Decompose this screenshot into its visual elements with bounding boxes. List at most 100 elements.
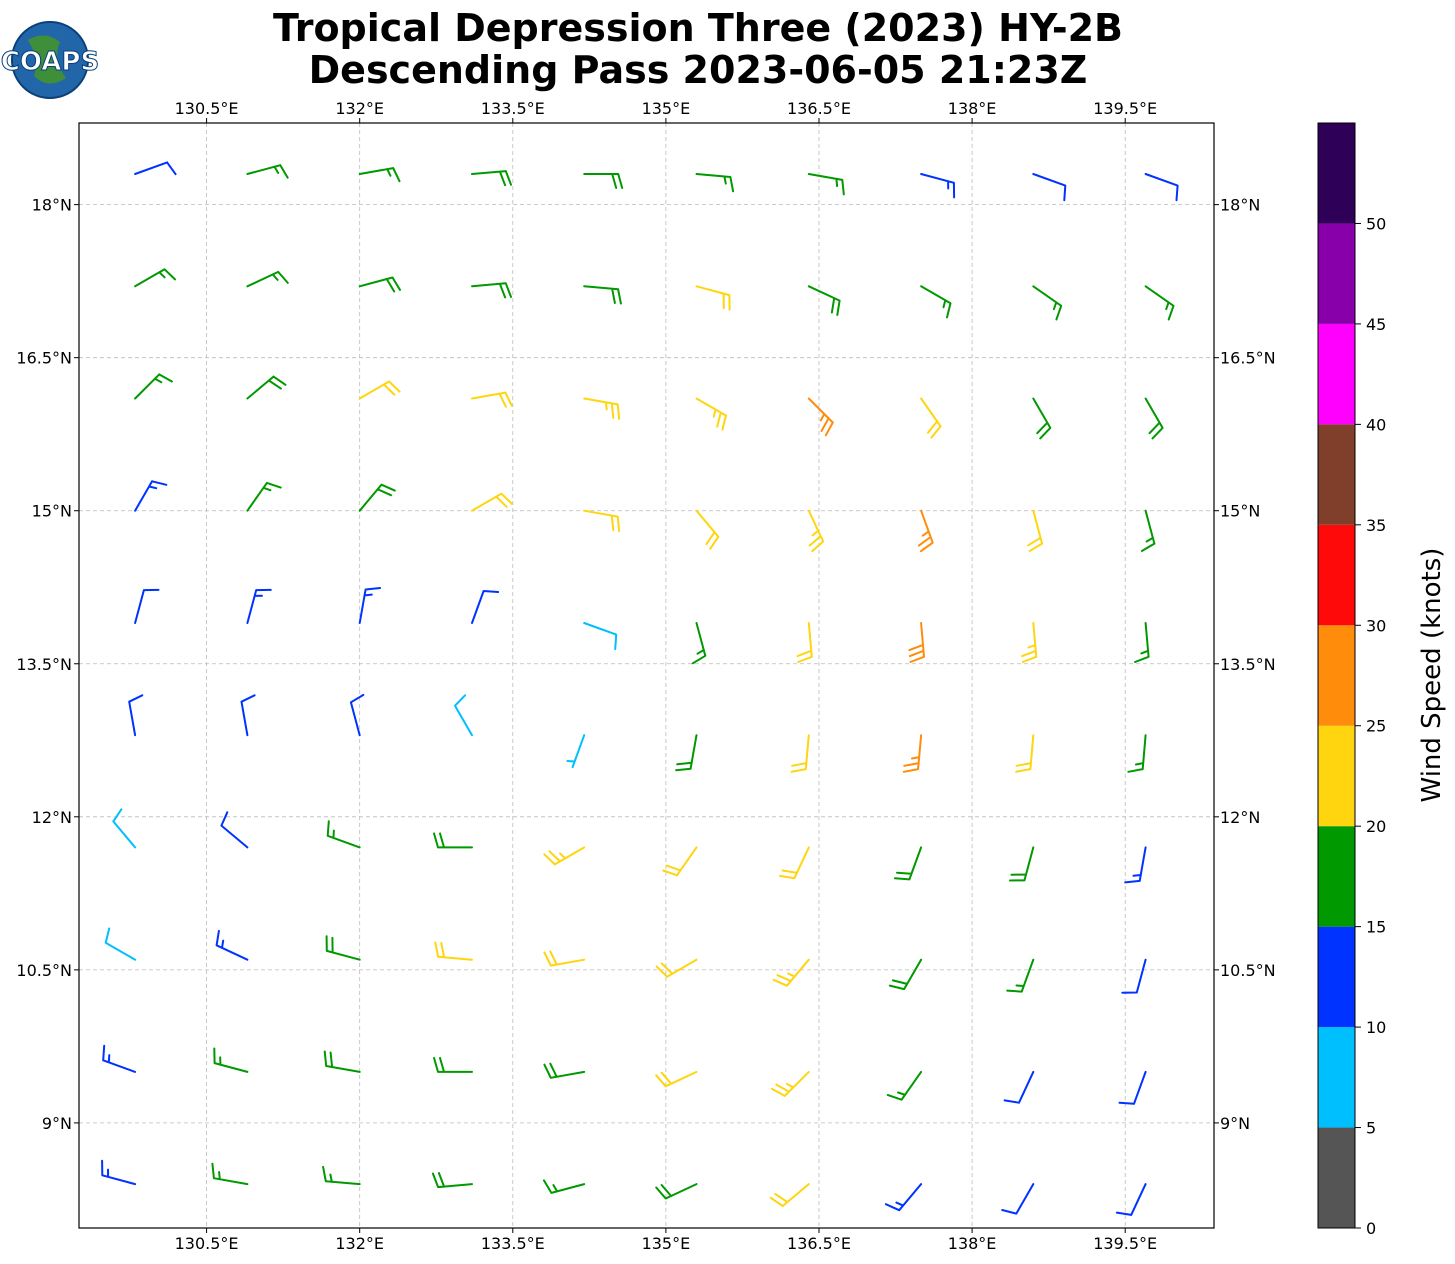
x-tick-label: 132°E <box>335 1234 384 1253</box>
wind-barb <box>695 509 720 550</box>
wind-barb <box>358 380 401 400</box>
colorbar-segment <box>1318 1027 1355 1128</box>
y-tick-label: 10.5°N <box>1220 961 1276 980</box>
x-tick-label: 130.5°E <box>175 99 239 118</box>
wind-barb <box>112 808 137 849</box>
colorbar-frame <box>1317 122 1356 1229</box>
y-tick-label: 10.5°N <box>16 961 72 980</box>
wind-barb <box>1001 1183 1035 1215</box>
wind-barb <box>779 846 810 880</box>
colorbar-segment <box>1318 725 1355 827</box>
colorbar-tick-label: 0 <box>1366 1219 1376 1238</box>
wind-barb <box>322 1165 361 1186</box>
wind-barb <box>434 941 473 961</box>
wind-barb <box>134 268 176 288</box>
wind-barb <box>349 693 365 737</box>
map-frame <box>79 123 1214 1228</box>
wind-barb <box>358 167 401 183</box>
wind-barb <box>543 846 586 866</box>
wind-barb <box>1118 1070 1147 1105</box>
wind-barb <box>134 161 177 176</box>
wind-barb <box>1009 846 1035 882</box>
wind-barb <box>246 164 289 179</box>
wind-barb <box>1032 173 1067 202</box>
wind-barb <box>246 270 289 288</box>
x-tick-label: 138°E <box>948 1234 997 1253</box>
wind-barb <box>433 1056 473 1073</box>
wind-barb <box>1127 734 1147 773</box>
x-tick-label: 139.5°E <box>1093 1234 1157 1253</box>
wind-barb <box>246 588 272 624</box>
wind-barb <box>884 1183 923 1212</box>
y-tick-label: 15°N <box>32 502 72 521</box>
wind-barb <box>807 509 825 553</box>
wind-barb <box>1021 622 1038 663</box>
wind-barb <box>101 1159 137 1186</box>
wind-barb <box>662 846 698 877</box>
wind-barb <box>691 622 707 665</box>
wind-barb <box>1006 958 1035 993</box>
y-tick-label: 16.5°N <box>1220 349 1276 368</box>
logo-land <box>28 35 66 84</box>
wind-barb <box>920 397 942 439</box>
wind-barb <box>246 481 282 512</box>
wind-barb <box>769 1183 810 1207</box>
wind-barb <box>213 1047 249 1073</box>
wind-barb <box>1134 622 1150 663</box>
colorbar-segment <box>1318 223 1355 324</box>
x-tick-label: 133.5°E <box>481 1234 545 1253</box>
y-tick-label: 16.5°N <box>16 349 72 368</box>
logo-text: COAPS <box>1 47 99 77</box>
wind-barb <box>1003 1070 1035 1104</box>
wind-barb <box>893 846 923 881</box>
wind-barb <box>902 734 923 773</box>
map-border <box>78 122 1215 1229</box>
wind-barb <box>240 694 256 737</box>
colorbar-tick-label: 50 <box>1366 214 1386 233</box>
wind-barb <box>543 950 586 967</box>
y-tick-label: 18°N <box>32 196 72 215</box>
wind-barb <box>358 276 401 293</box>
wind-barb <box>1144 397 1164 440</box>
wind-barb <box>695 397 727 431</box>
wind-barb <box>104 927 137 961</box>
wind-barb <box>566 734 586 769</box>
colorbar-tick-label: 10 <box>1366 1018 1386 1037</box>
wind-barb <box>431 1172 473 1189</box>
x-tick-label: 133.5°E <box>481 99 545 118</box>
y-tick-label: 9°N <box>1220 1114 1250 1133</box>
y-tick-label: 18°N <box>1220 196 1260 215</box>
y-tick-label: 15°N <box>1220 502 1260 521</box>
colorbar-tick-label: 20 <box>1366 817 1386 836</box>
wind-barb <box>1144 173 1179 202</box>
y-tick-label: 12°N <box>32 808 72 827</box>
wind-barb <box>102 1044 137 1073</box>
wind-barb <box>325 935 361 961</box>
wind-barb <box>908 622 925 663</box>
wind-barb <box>471 590 500 624</box>
wind-barb <box>583 285 622 305</box>
wind-barb <box>695 173 735 193</box>
wind-barb <box>215 929 249 961</box>
colorbar-segment <box>1318 323 1355 425</box>
x-tick-label: 130.5°E <box>175 1234 239 1253</box>
x-tick-label: 135°E <box>642 99 691 118</box>
wind-barb <box>358 587 382 624</box>
x-tick-label: 136.5°E <box>787 1234 851 1253</box>
colorbar-segment <box>1318 625 1355 726</box>
wind-barb <box>543 1062 586 1079</box>
x-tick-label: 138°E <box>948 99 997 118</box>
wind-barb <box>583 173 624 189</box>
wind-barb <box>583 509 621 533</box>
wind-barb <box>790 734 810 773</box>
wind-barb <box>1015 734 1035 773</box>
wind-barb <box>471 391 513 408</box>
wind-barb <box>134 480 168 512</box>
wind-barb <box>128 694 144 737</box>
wind-barb <box>695 285 731 311</box>
wind-barb <box>655 1070 698 1088</box>
colorbar-tick-label: 35 <box>1366 516 1386 535</box>
wind-barb <box>888 958 923 991</box>
wind-barb <box>433 832 473 849</box>
